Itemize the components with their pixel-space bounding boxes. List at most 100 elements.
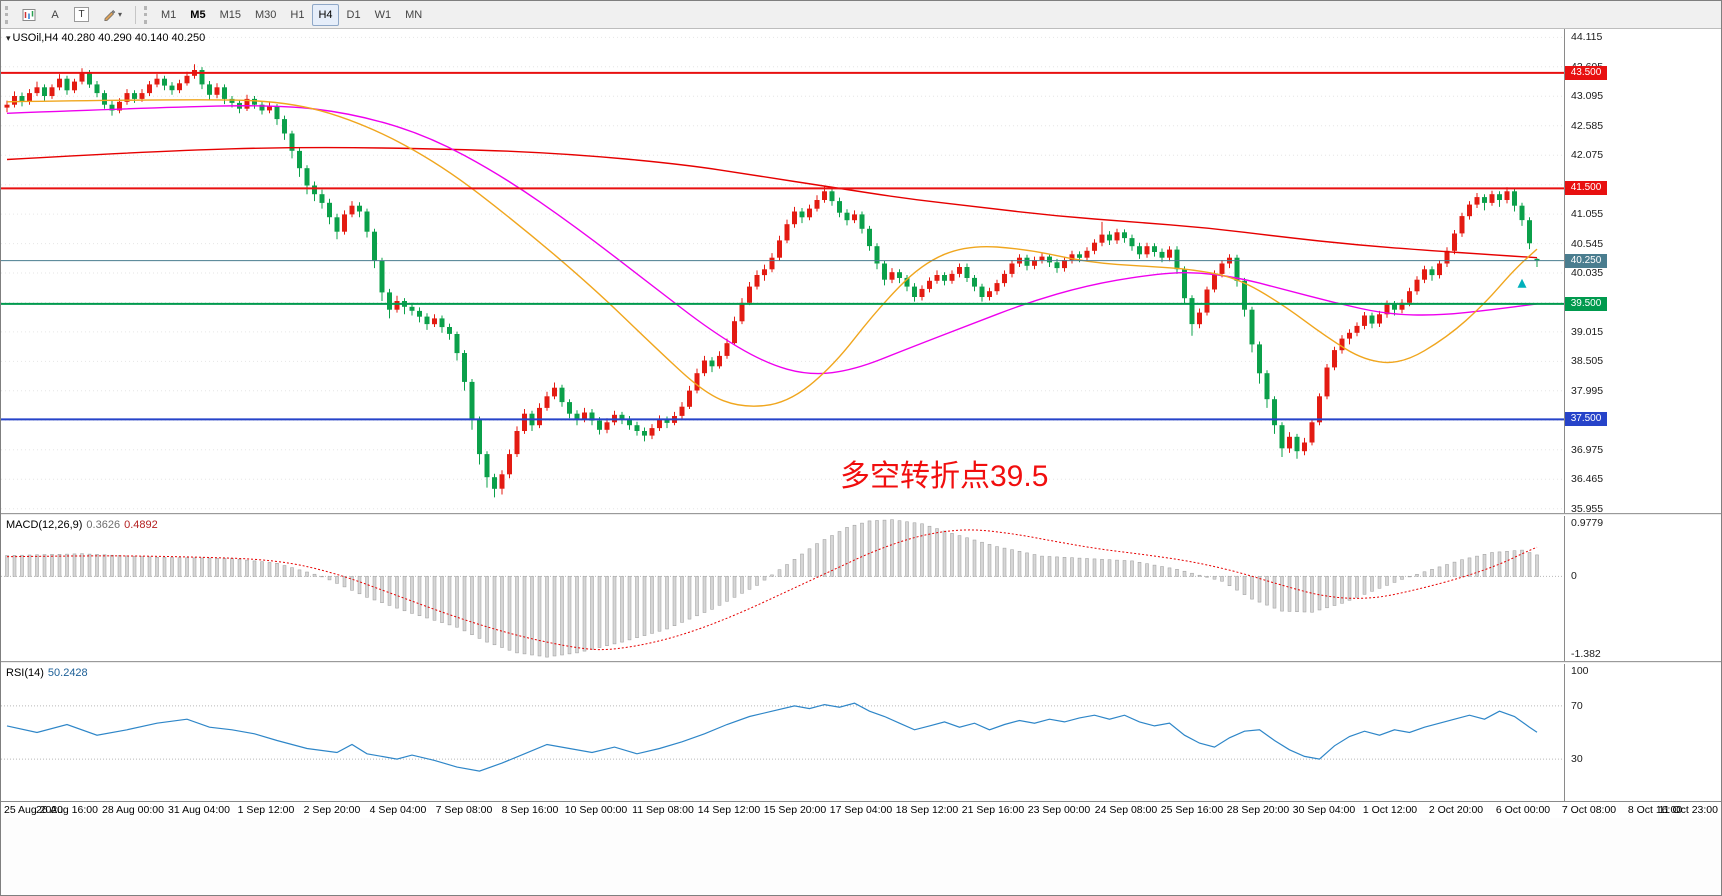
rsi-axis[interactable]: 100 70 30: [1564, 664, 1721, 801]
candlestick: [574, 410, 580, 426]
macd-histogram-bar: [245, 559, 249, 577]
macd-histogram-bar: [200, 557, 204, 577]
candlestick: [199, 67, 205, 90]
candlestick: [1519, 202, 1525, 226]
candlestick: [544, 391, 550, 411]
macd-histogram-bar: [1160, 566, 1164, 577]
macd-histogram-bar: [260, 561, 264, 577]
candlestick: [1264, 370, 1270, 408]
candlestick: [679, 402, 685, 420]
toolbar-drag-handle[interactable]: [5, 5, 10, 24]
macd-histogram-bar: [965, 537, 969, 577]
macd-histogram-bar: [747, 576, 752, 590]
candlestick: [799, 208, 805, 224]
candlestick: [934, 270, 940, 284]
macd-histogram-bar: [777, 569, 782, 577]
macd-histogram-bar: [275, 563, 279, 577]
macd-histogram-bar: [845, 527, 849, 577]
candlestick: [19, 92, 25, 107]
candlestick: [919, 285, 925, 301]
candlestick: [207, 81, 212, 100]
macd-histogram-bar: [417, 576, 422, 616]
chevron-down-icon: ▾: [118, 10, 123, 19]
macd-histogram-bar: [522, 576, 527, 655]
candlestick: [304, 165, 310, 195]
macd-histogram-bar: [792, 559, 797, 577]
candlestick: [432, 314, 437, 327]
candlestick: [1324, 364, 1330, 400]
candlestick: [642, 427, 647, 442]
macd-histogram-bar: [20, 554, 24, 577]
chart-window-icon[interactable]: [16, 4, 42, 26]
candlestick: [859, 211, 865, 234]
timeframe-mn-button[interactable]: MN: [399, 4, 428, 26]
macd-histogram-bar: [807, 548, 812, 577]
macd-histogram-bar: [1175, 569, 1179, 577]
price-tick-label: 40.035: [1571, 267, 1604, 279]
arrow-text-tool-button[interactable]: A: [44, 4, 66, 26]
macd-histogram-bar: [1415, 574, 1419, 577]
chart-ohlc-label: 40.280 40.290 40.140 40.250: [61, 32, 206, 44]
candlestick: [837, 197, 842, 218]
time-axis-label: 25 Sep 16:00: [1160, 804, 1224, 816]
timeframe-w1-button[interactable]: W1: [369, 4, 398, 26]
candlestick: [807, 204, 812, 221]
macd-histogram-bar: [665, 576, 669, 630]
candlestick: [439, 315, 445, 333]
candlestick: [1362, 312, 1367, 330]
macd-histogram-bar: [1520, 549, 1524, 577]
pane-separator[interactable]: [1, 513, 1721, 516]
timeframe-m5-button[interactable]: M5: [184, 4, 211, 26]
candlestick: [972, 275, 977, 292]
rsi-name: RSI(14): [6, 667, 44, 679]
timeframe-button-group: M1 M5 M15 M30 H1 H4 D1 W1 MN: [155, 3, 428, 26]
rsi-plot[interactable]: [1, 664, 1564, 801]
macd-histogram-bar: [117, 555, 122, 577]
candlestick: [1227, 254, 1232, 269]
candlestick: [1234, 254, 1240, 287]
timeframe-m30-button[interactable]: M30: [249, 4, 282, 26]
candlestick: [244, 94, 250, 111]
macd-histogram-bar: [890, 519, 894, 577]
candlestick: [1309, 419, 1315, 446]
candlestick: [162, 75, 167, 91]
candlestick: [372, 228, 377, 269]
timeframe-d1-button[interactable]: D1: [341, 4, 367, 26]
timeframe-h4-button[interactable]: H4: [312, 3, 339, 26]
draw-tool-button[interactable]: ▾: [97, 4, 128, 26]
macd-histogram-bar: [1250, 576, 1254, 600]
candlestick: [717, 351, 722, 369]
macd-axis[interactable]: 0.9779 0 -1.382: [1564, 516, 1721, 661]
candlestick: [379, 257, 385, 301]
macd-histogram-bar: [1445, 564, 1449, 577]
macd-histogram-bar: [1272, 576, 1277, 609]
ma-slow-red-line: [6, 146, 1538, 259]
ma-mid-magenta-line: [6, 105, 1538, 375]
macd-histogram-bar: [987, 544, 992, 577]
price-tick-label: 43.095: [1571, 90, 1604, 102]
text-label-tool-button[interactable]: T: [68, 4, 95, 26]
macd-histogram-bar: [537, 576, 542, 657]
macd-histogram-bar: [635, 576, 639, 638]
candlestick: [1452, 230, 1457, 255]
timeframe-h1-button[interactable]: H1: [284, 4, 310, 26]
candlestick: [1114, 228, 1120, 244]
macd-histogram-bar: [875, 520, 879, 577]
toolbar-drag-handle-2[interactable]: [144, 5, 149, 24]
candlestick: [627, 416, 632, 430]
timeframe-m15-button[interactable]: M15: [214, 4, 247, 26]
candlestick: [222, 84, 227, 105]
pane-separator-2[interactable]: [1, 661, 1721, 664]
candlestick: [1332, 346, 1337, 371]
macd-histogram-bar: [320, 576, 324, 578]
macd-histogram-bar: [192, 557, 197, 577]
price-axis[interactable]: 44.11543.60543.09542.58542.07541.56541.0…: [1564, 29, 1721, 515]
candlestick: [327, 198, 332, 225]
macd-plot[interactable]: [1, 516, 1564, 661]
macd-histogram-bar: [170, 557, 174, 577]
candlestick: [1197, 308, 1202, 329]
price-chart-plot[interactable]: [1, 29, 1564, 513]
time-axis[interactable]: 25 Aug 2020 26 Aug 16:00 28 Aug 00:00 31 Au…: [1, 801, 1721, 818]
pencil-icon: [104, 9, 116, 21]
timeframe-m1-button[interactable]: M1: [155, 4, 182, 26]
